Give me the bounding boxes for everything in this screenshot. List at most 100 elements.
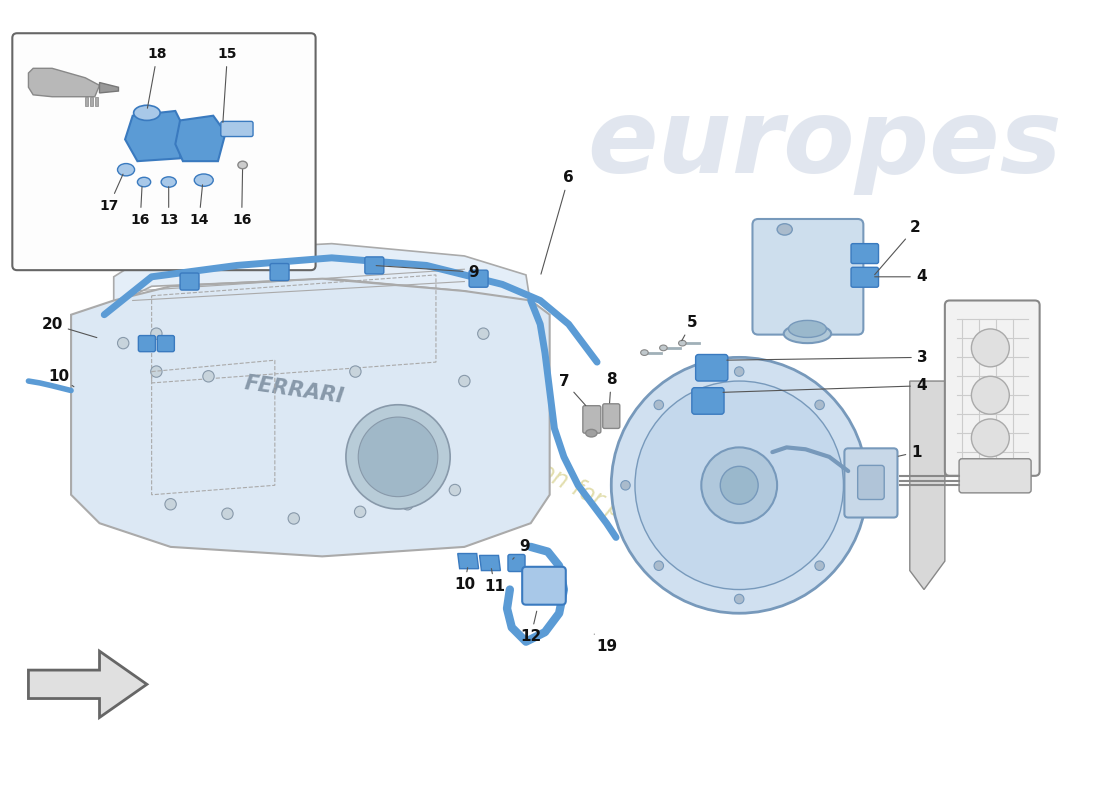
Circle shape xyxy=(350,366,361,378)
Ellipse shape xyxy=(195,174,213,186)
Text: 7: 7 xyxy=(559,374,585,406)
Ellipse shape xyxy=(585,430,597,437)
FancyBboxPatch shape xyxy=(180,273,199,290)
Text: 19: 19 xyxy=(594,634,617,654)
Circle shape xyxy=(620,481,630,490)
Ellipse shape xyxy=(238,161,248,169)
Text: 3: 3 xyxy=(727,350,927,365)
Circle shape xyxy=(971,376,1010,414)
FancyBboxPatch shape xyxy=(139,335,155,352)
Text: 2: 2 xyxy=(874,220,921,274)
FancyBboxPatch shape xyxy=(469,270,488,287)
FancyBboxPatch shape xyxy=(12,34,316,270)
Text: 10: 10 xyxy=(48,369,74,386)
Polygon shape xyxy=(72,278,550,556)
Ellipse shape xyxy=(118,163,134,176)
Ellipse shape xyxy=(777,224,792,235)
Circle shape xyxy=(735,367,744,376)
Ellipse shape xyxy=(138,178,151,186)
Circle shape xyxy=(720,466,758,504)
Text: 20: 20 xyxy=(42,317,97,338)
FancyBboxPatch shape xyxy=(157,335,175,352)
Polygon shape xyxy=(125,111,185,161)
Polygon shape xyxy=(458,554,478,569)
Text: europes: europes xyxy=(587,94,1062,194)
Circle shape xyxy=(635,381,844,590)
Polygon shape xyxy=(910,381,945,590)
Text: FERRARI: FERRARI xyxy=(242,374,345,407)
FancyBboxPatch shape xyxy=(603,404,619,429)
Text: 16: 16 xyxy=(131,186,150,227)
Circle shape xyxy=(971,419,1010,457)
Text: 14: 14 xyxy=(189,185,209,227)
Ellipse shape xyxy=(133,106,161,121)
Polygon shape xyxy=(95,97,98,106)
Circle shape xyxy=(202,370,215,382)
Text: 16: 16 xyxy=(232,170,252,227)
Polygon shape xyxy=(86,97,88,106)
Circle shape xyxy=(848,481,858,490)
Text: 9: 9 xyxy=(513,539,529,559)
Polygon shape xyxy=(29,651,147,718)
Circle shape xyxy=(971,329,1010,367)
Circle shape xyxy=(151,366,162,378)
Text: 17: 17 xyxy=(99,174,123,213)
FancyBboxPatch shape xyxy=(945,301,1040,476)
FancyBboxPatch shape xyxy=(522,566,565,605)
Circle shape xyxy=(222,508,233,519)
Circle shape xyxy=(654,561,663,570)
Circle shape xyxy=(354,506,366,518)
FancyBboxPatch shape xyxy=(583,406,601,433)
Ellipse shape xyxy=(679,340,686,346)
Circle shape xyxy=(402,498,414,510)
Polygon shape xyxy=(175,116,226,161)
Circle shape xyxy=(288,513,299,524)
Circle shape xyxy=(459,375,470,386)
Circle shape xyxy=(702,447,777,523)
Circle shape xyxy=(345,405,450,509)
Circle shape xyxy=(654,400,663,410)
Circle shape xyxy=(815,400,824,410)
Circle shape xyxy=(118,338,129,349)
Ellipse shape xyxy=(660,345,668,350)
Text: 9: 9 xyxy=(376,265,480,279)
Text: 10: 10 xyxy=(454,568,475,592)
Circle shape xyxy=(735,594,744,604)
Text: 18: 18 xyxy=(147,47,167,108)
Text: 4: 4 xyxy=(874,270,926,284)
Polygon shape xyxy=(113,244,530,306)
FancyBboxPatch shape xyxy=(851,267,879,287)
Polygon shape xyxy=(480,555,501,570)
FancyBboxPatch shape xyxy=(271,263,289,281)
FancyBboxPatch shape xyxy=(365,257,384,274)
FancyBboxPatch shape xyxy=(752,219,864,334)
Text: 5: 5 xyxy=(682,314,697,341)
Circle shape xyxy=(449,484,461,496)
FancyBboxPatch shape xyxy=(692,388,724,414)
Text: 12: 12 xyxy=(520,611,541,645)
Text: 4: 4 xyxy=(723,378,926,394)
FancyBboxPatch shape xyxy=(959,458,1031,493)
Polygon shape xyxy=(29,68,99,97)
Circle shape xyxy=(477,328,490,339)
Ellipse shape xyxy=(784,324,832,343)
Text: 13: 13 xyxy=(160,186,178,227)
Text: 15: 15 xyxy=(218,47,238,122)
Circle shape xyxy=(815,561,824,570)
FancyBboxPatch shape xyxy=(858,466,884,499)
FancyBboxPatch shape xyxy=(508,554,525,571)
Polygon shape xyxy=(90,97,92,106)
Circle shape xyxy=(151,328,162,339)
Text: 8: 8 xyxy=(606,372,617,403)
FancyBboxPatch shape xyxy=(221,122,253,137)
Text: 6: 6 xyxy=(541,170,574,274)
FancyBboxPatch shape xyxy=(851,244,879,263)
FancyBboxPatch shape xyxy=(695,354,728,381)
Text: a passion for parts since 1985: a passion for parts since 1985 xyxy=(462,419,789,608)
FancyBboxPatch shape xyxy=(845,448,898,518)
Ellipse shape xyxy=(640,350,648,355)
Text: 1: 1 xyxy=(899,445,922,460)
Polygon shape xyxy=(99,82,119,93)
Ellipse shape xyxy=(789,320,826,338)
Circle shape xyxy=(165,498,176,510)
